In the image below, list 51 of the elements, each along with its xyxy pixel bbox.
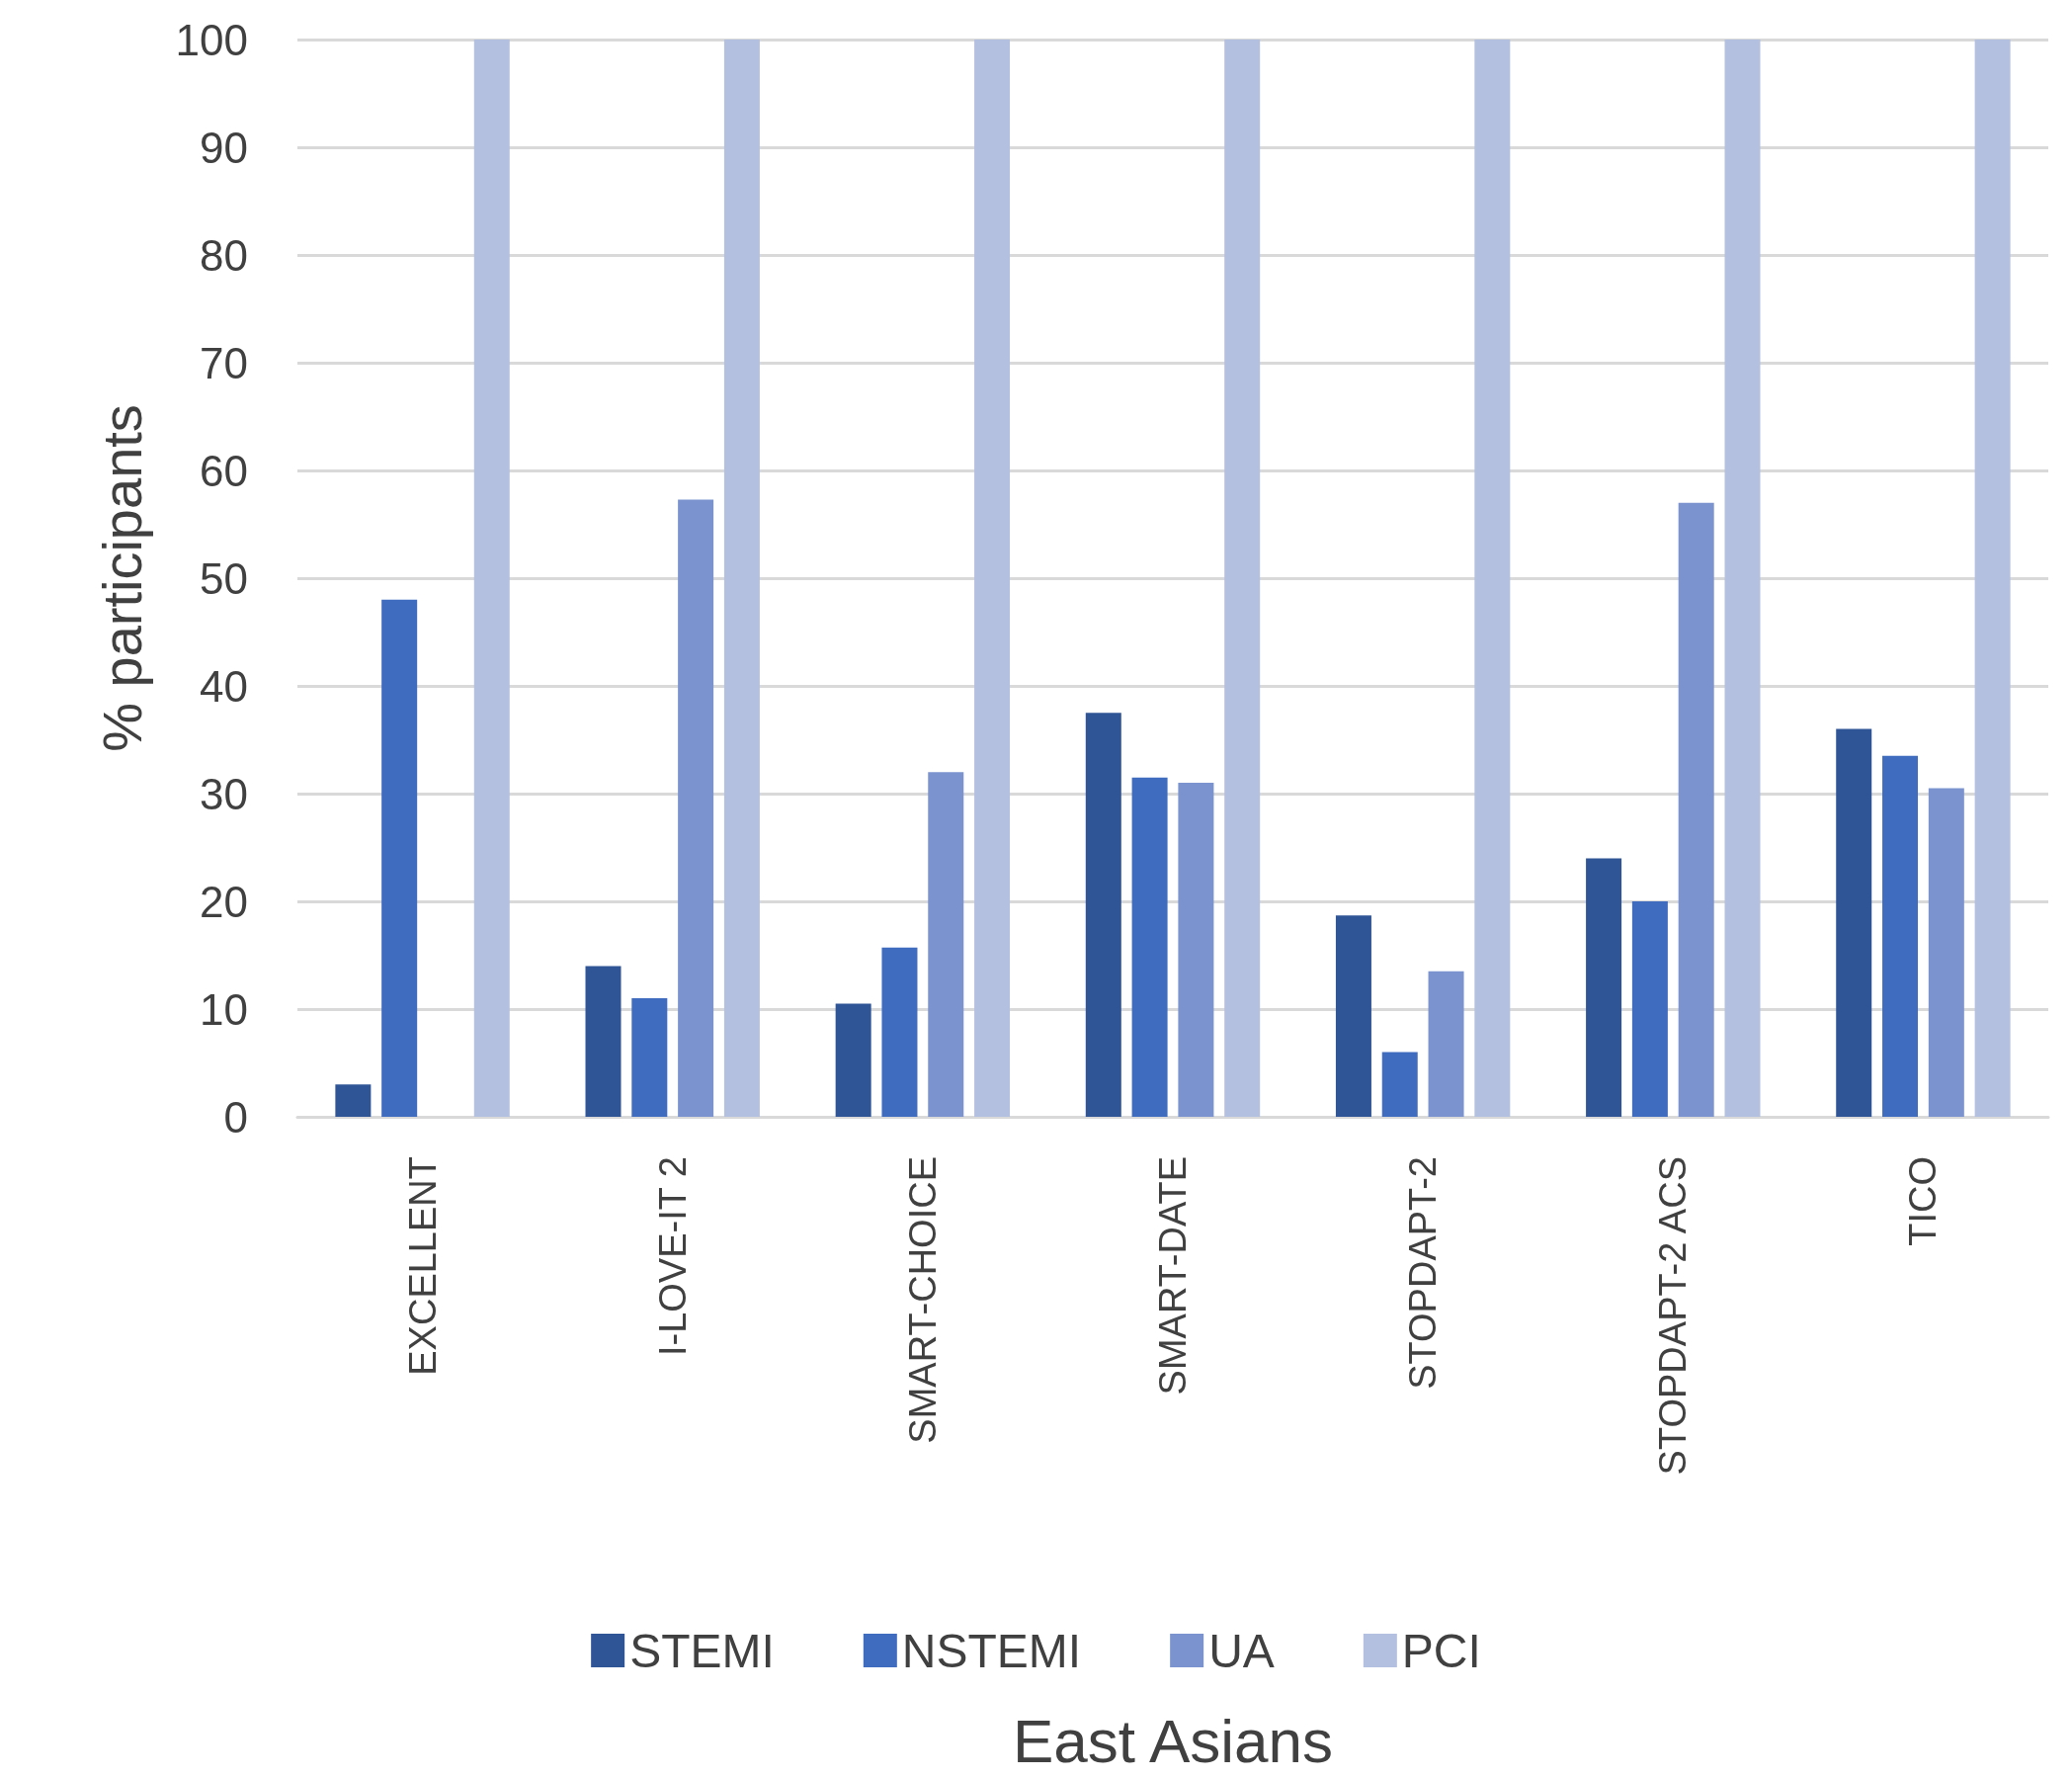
x-tick-label: EXCELLENT	[401, 1156, 444, 1376]
bar	[974, 40, 1011, 1117]
bar	[835, 1003, 871, 1117]
bar	[381, 599, 418, 1117]
bar	[1724, 40, 1761, 1117]
x-tick-label: STOPDAPT-2	[1402, 1156, 1445, 1390]
x-tick-label: SMART-DATE	[1152, 1156, 1194, 1396]
bar	[1928, 788, 1964, 1117]
x-tick-label: TICO	[1902, 1156, 1945, 1246]
legend-label: NSTEMI	[901, 1624, 1082, 1677]
bar	[1836, 728, 1872, 1117]
y-axis-title: % participants	[90, 404, 153, 752]
bar	[678, 499, 714, 1117]
y-tick-label: 60	[200, 446, 248, 495]
bar	[1131, 777, 1168, 1117]
bar	[1428, 971, 1464, 1117]
bar	[585, 966, 622, 1117]
bar	[1586, 858, 1622, 1117]
y-tick-label: 30	[200, 769, 248, 818]
x-axis-title: East Asians	[1013, 1706, 1333, 1775]
bar	[1335, 915, 1371, 1117]
y-tick-label: 70	[200, 338, 248, 387]
bar	[881, 947, 918, 1117]
y-tick-label: 90	[200, 123, 248, 172]
bar	[1178, 783, 1214, 1117]
bar	[1631, 901, 1668, 1117]
y-tick-label: 100	[175, 15, 248, 64]
y-tick-label: 20	[200, 877, 248, 926]
bar	[473, 40, 510, 1117]
legend-label: STEMI	[629, 1624, 775, 1677]
bar	[1974, 40, 2011, 1117]
y-tick-label: 10	[200, 984, 248, 1034]
bar	[928, 772, 964, 1117]
y-tick-label: 80	[200, 230, 248, 280]
bar	[1882, 755, 1919, 1117]
legend-label: PCI	[1401, 1624, 1481, 1677]
y-tick-label: 50	[200, 553, 248, 603]
x-tick-label: STOPDAPT-2 ACS	[1652, 1156, 1695, 1476]
legend-label: UA	[1208, 1624, 1275, 1677]
bar	[1381, 1052, 1418, 1117]
x-tick-label: I-LOVE-IT 2	[651, 1156, 694, 1357]
bar	[631, 998, 668, 1117]
bar	[335, 1084, 372, 1117]
bar	[1224, 40, 1261, 1117]
y-tick-label: 0	[223, 1092, 248, 1142]
y-tick-label: 40	[200, 661, 248, 711]
bar	[1678, 502, 1714, 1117]
bar	[723, 40, 760, 1117]
x-tick-label: SMART-CHOICE	[901, 1156, 944, 1444]
bar	[1474, 40, 1511, 1117]
bar	[1085, 713, 1121, 1117]
